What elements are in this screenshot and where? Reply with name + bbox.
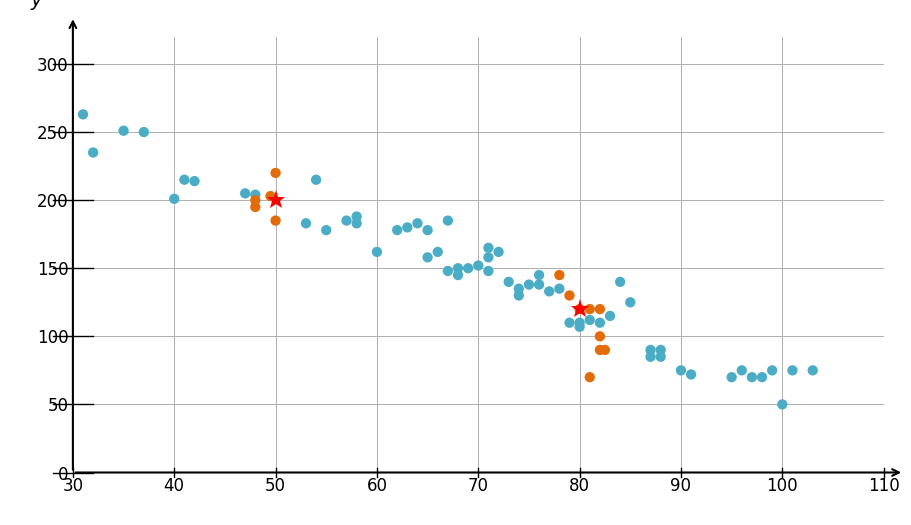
Point <box>76 110 90 119</box>
Point <box>674 366 689 374</box>
Point <box>339 216 353 225</box>
Point <box>319 226 333 234</box>
Point <box>653 346 668 354</box>
Point <box>684 370 699 379</box>
Point <box>552 271 567 279</box>
Point <box>248 203 262 211</box>
Point <box>643 353 658 361</box>
Point <box>582 305 597 313</box>
Point <box>542 287 557 296</box>
Point <box>451 264 466 272</box>
Point <box>572 305 587 313</box>
Point <box>755 373 770 381</box>
Point <box>613 278 628 286</box>
Point <box>441 267 456 275</box>
Point <box>238 189 252 197</box>
Point <box>400 223 415 232</box>
Point <box>410 219 425 227</box>
Point <box>603 312 618 320</box>
Point <box>562 291 577 300</box>
Point <box>623 298 638 307</box>
Point <box>512 285 527 293</box>
Point <box>177 175 191 184</box>
Point <box>744 373 759 381</box>
Point <box>593 319 608 327</box>
Point <box>572 322 587 331</box>
Point <box>562 319 577 327</box>
Point <box>643 346 658 354</box>
Point <box>420 253 435 261</box>
Point <box>593 346 608 354</box>
Point <box>582 373 597 381</box>
Point <box>481 267 496 275</box>
Point <box>501 278 516 286</box>
Point <box>775 400 790 408</box>
Point <box>248 196 262 204</box>
Point <box>593 332 608 341</box>
Point <box>532 280 547 289</box>
Point <box>248 191 262 199</box>
Point <box>309 175 323 184</box>
Point <box>653 353 668 361</box>
Point <box>451 271 466 279</box>
Point <box>805 366 820 374</box>
Point <box>431 248 445 256</box>
Point <box>370 248 384 256</box>
Point <box>117 127 131 135</box>
Point <box>350 212 364 220</box>
Point <box>522 280 537 289</box>
Point <box>86 148 100 156</box>
Point <box>724 373 739 381</box>
Point <box>552 285 567 293</box>
Point <box>593 305 608 313</box>
Point <box>512 291 527 300</box>
Point <box>269 169 283 177</box>
Point <box>582 316 597 324</box>
Point <box>350 219 364 227</box>
Point <box>299 219 313 227</box>
Point <box>137 128 151 136</box>
Point <box>263 192 278 200</box>
Point <box>734 366 749 374</box>
Point <box>441 216 456 225</box>
Point <box>572 319 587 327</box>
Point <box>481 244 496 252</box>
Point <box>188 177 202 185</box>
Point <box>532 271 547 279</box>
Point <box>491 248 506 256</box>
Point <box>461 264 476 272</box>
Point <box>167 195 181 203</box>
Point <box>420 226 435 234</box>
Point <box>765 366 780 374</box>
Point <box>785 366 800 374</box>
Point <box>390 226 404 234</box>
Point <box>598 346 612 354</box>
Point <box>269 216 283 225</box>
Point <box>481 253 496 261</box>
Point <box>471 261 486 270</box>
Text: y: y <box>31 0 43 9</box>
